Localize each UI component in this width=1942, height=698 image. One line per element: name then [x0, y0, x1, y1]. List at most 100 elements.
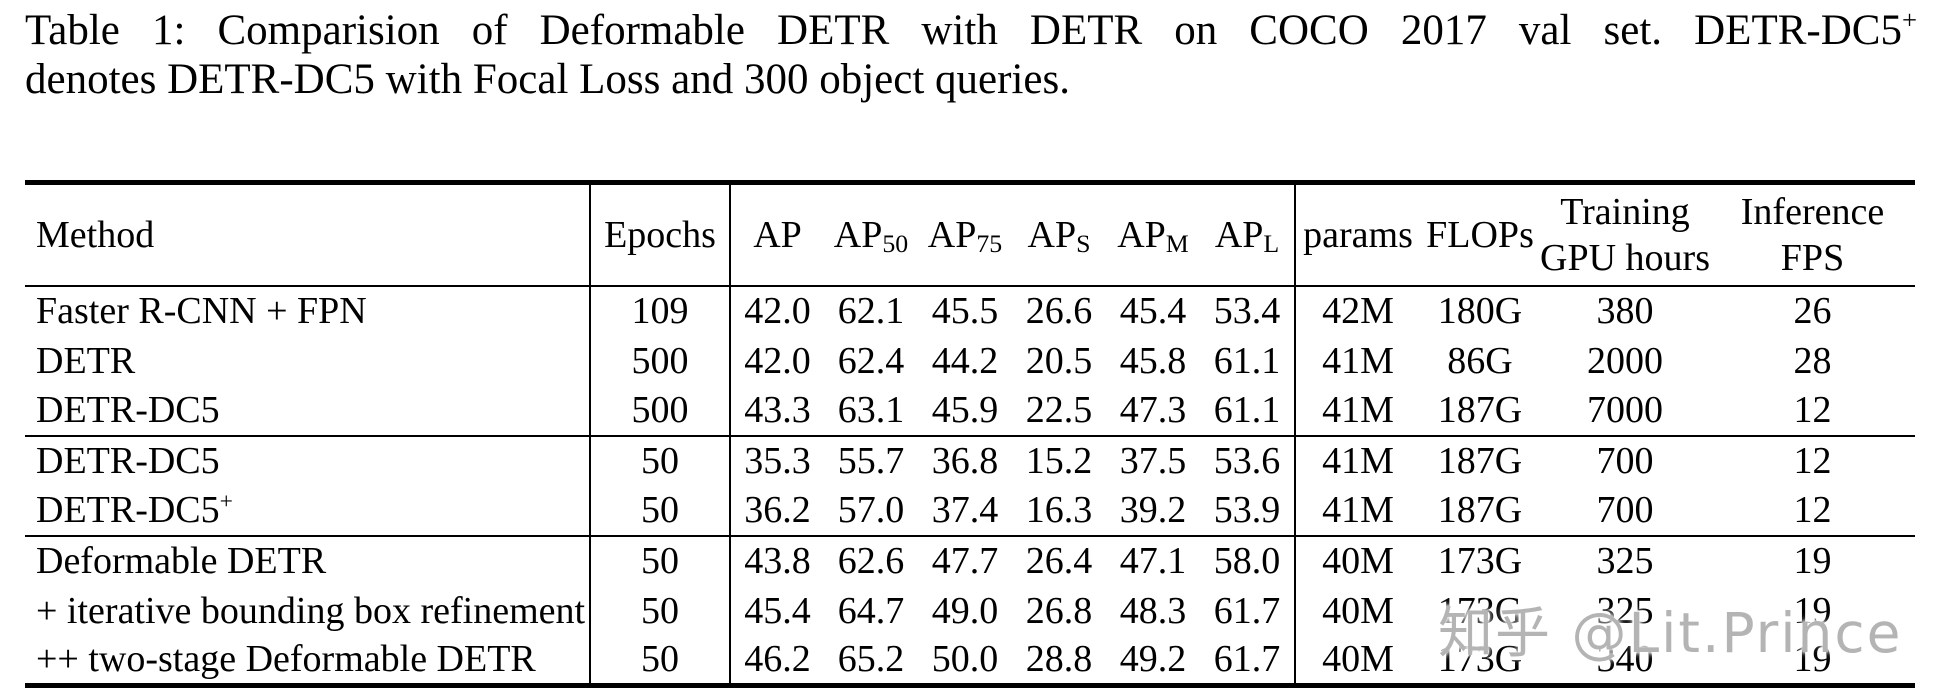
cell-ap50: 63.1: [837, 389, 905, 431]
header-label: AP: [1117, 213, 1166, 256]
header-subscript: 75: [976, 229, 1003, 259]
cell-ap: 45.4: [744, 589, 811, 632]
cell-ap_l: 53.6: [1200, 434, 1296, 486]
cell-ap75: 49.0: [931, 589, 999, 632]
col-header-epochs: Epochs: [590, 182, 731, 286]
cell-params: 40M: [1322, 589, 1394, 632]
cell-method: DETR: [25, 335, 591, 386]
header-label: Method: [36, 213, 155, 256]
cell-params: 40M: [1322, 638, 1394, 681]
results-table: Method Epochs AP AP50 AP75 APS APM APL params FLO…: [25, 180, 1915, 688]
cell-ap75: 45.9: [931, 389, 999, 431]
cell-ap_m: 39.2: [1119, 489, 1187, 531]
cell-ap_m: 47.3: [1119, 389, 1187, 431]
header-label: Epochs: [604, 213, 716, 256]
cell-method: Deformable DETR: [25, 534, 591, 586]
header-row: Method Epochs AP AP50 AP75 APS APM APL params FLO…: [25, 182, 1915, 286]
cell-ap75: 36.8: [918, 434, 1012, 486]
cell-inference_fps: 12: [1793, 389, 1832, 431]
cell-ap_m: 49.2: [1119, 638, 1187, 681]
header-label: AP: [753, 213, 802, 256]
cell-ap: 35.3: [730, 434, 824, 486]
cell-ap50: 57.0: [837, 489, 905, 531]
table-row: ++ two-stage Deformable DETR 50 46.2 65.2 50…: [25, 635, 1915, 686]
caption-text: Table 1: Comparision of Deformable DETR …: [25, 7, 1902, 54]
cell-ap_l: 58.0: [1200, 534, 1296, 586]
cell-ap75: 37.4: [931, 489, 999, 531]
cell-epochs: 500: [590, 335, 731, 386]
header-label: AP: [833, 213, 883, 256]
cell-training_gpu_hours: 700: [1596, 489, 1654, 531]
cell-params: 42M: [1322, 290, 1394, 332]
cell-method: DETR-DC5: [25, 434, 591, 486]
method-label: DETR-DC5: [36, 489, 220, 531]
cell-training_gpu_hours: 340: [1596, 638, 1654, 681]
cell-flops: 187G: [1437, 489, 1523, 531]
cell-ap_s: 26.6: [1025, 290, 1093, 332]
cell-ap50: 65.2: [837, 638, 905, 681]
cell-ap_s: 22.5: [1025, 389, 1093, 431]
cell-ap_s: 26.8: [1025, 589, 1093, 632]
cell-inference_fps: 19: [1793, 589, 1832, 632]
cell-flops: 180G: [1437, 290, 1523, 332]
cell-method: + iterative bounding box refinement: [25, 585, 591, 636]
header-label: AP: [1214, 213, 1264, 256]
cell-flops: 173G: [1420, 534, 1540, 586]
cell-training_gpu_hours: 380: [1596, 290, 1654, 332]
cell-ap_l: 61.1: [1200, 385, 1296, 436]
cell-ap: 42.0: [744, 339, 811, 382]
col-header-flops: FLOPs: [1420, 183, 1540, 286]
header-subscript: 50: [882, 229, 909, 259]
col-header-params: params: [1295, 183, 1420, 286]
cell-ap_l: 53.4: [1200, 285, 1296, 336]
cell-flops: 173G: [1437, 638, 1523, 681]
cell-inference_fps: 12: [1793, 489, 1832, 531]
cell-ap75: 47.7: [918, 534, 1012, 586]
cell-ap: 46.2: [744, 638, 811, 681]
cell-params: 41M: [1322, 389, 1394, 431]
cell-params: 41M: [1322, 339, 1394, 382]
table-row: DETR-DC5 50 35.3 55.7 36.8 15.2 37.5 53.6 41M 187…: [25, 434, 1915, 486]
header-subscript: L: [1263, 229, 1280, 259]
cell-ap_s: 20.5: [1025, 339, 1093, 382]
cell-epochs: 50: [590, 434, 731, 486]
cell-method: DETR-DC5: [25, 385, 591, 436]
cell-ap50: 64.7: [837, 589, 905, 632]
cell-ap_s: 16.3: [1025, 489, 1093, 531]
header-label: AP: [1027, 213, 1077, 256]
cell-ap: 43.8: [730, 534, 824, 586]
col-header-ap_m: APM: [1106, 183, 1200, 286]
header-label: FLOPs: [1426, 213, 1534, 256]
cell-method: Faster R-CNN + FPN: [25, 285, 591, 336]
cell-ap_m: 47.1: [1106, 534, 1200, 586]
header-label: Inference: [1740, 190, 1885, 233]
cell-training_gpu_hours: 325: [1540, 534, 1710, 586]
header-label-line2: FPS: [1780, 236, 1845, 279]
table-caption: Table 1: Comparision of Deformable DETR …: [25, 6, 1917, 104]
cell-ap: 43.3: [744, 389, 811, 431]
col-header-ap75: AP75: [918, 183, 1012, 286]
cell-ap50: 55.7: [824, 434, 918, 486]
cell-inference_fps: 26: [1793, 290, 1832, 332]
cell-ap50: 62.6: [824, 534, 918, 586]
col-header-method: Method: [25, 182, 591, 286]
col-header-ap_l: APL: [1200, 182, 1296, 286]
cell-epochs: 50: [590, 585, 731, 636]
cell-ap_l: 61.1: [1200, 335, 1296, 386]
cell-ap_l: 53.9: [1200, 485, 1296, 536]
col-header-inference_fps: Inference FPS: [1710, 183, 1915, 286]
cell-inference_fps: 12: [1710, 434, 1915, 486]
cell-ap_m: 45.8: [1119, 339, 1187, 382]
table-row: DETR 500 42.0 62.4 44.2 20.5 45.8 61.1 41M 86G 200…: [25, 335, 1915, 386]
header-subscript: M: [1165, 229, 1189, 259]
cell-flops: 187G: [1437, 389, 1523, 431]
cell-ap: 36.2: [744, 489, 811, 531]
cell-epochs: 50: [590, 485, 731, 536]
cell-ap_s: 26.4: [1012, 534, 1106, 586]
cell-training_gpu_hours: 325: [1596, 589, 1654, 632]
cell-epochs: 500: [590, 385, 731, 436]
col-header-ap50: AP50: [824, 183, 918, 286]
cell-ap_l: 61.7: [1200, 635, 1296, 686]
cell-training_gpu_hours: 700: [1540, 434, 1710, 486]
cell-epochs: 50: [590, 534, 731, 586]
